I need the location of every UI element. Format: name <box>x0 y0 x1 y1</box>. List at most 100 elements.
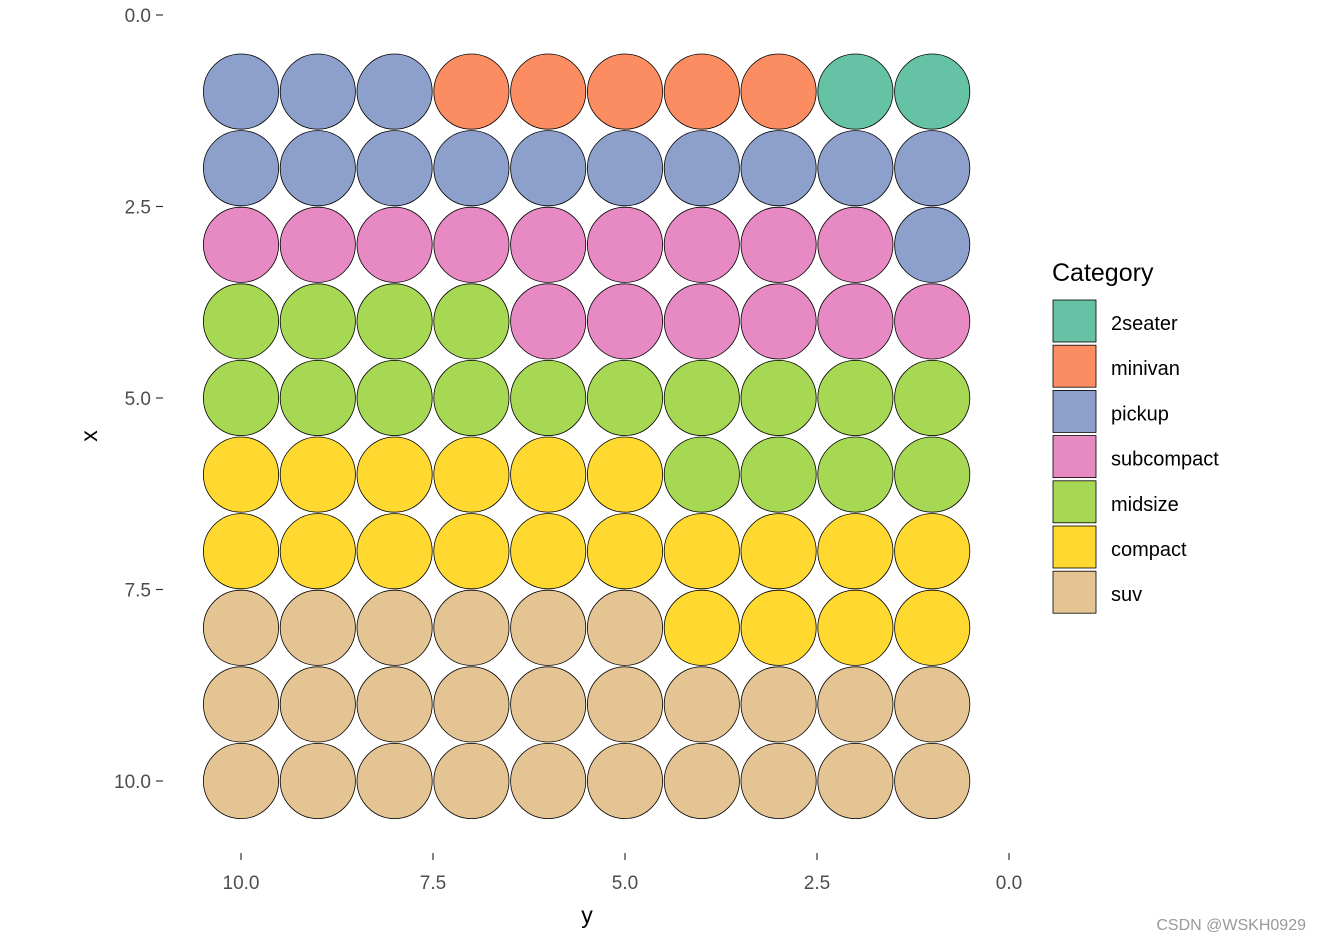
point-suv <box>202 589 279 666</box>
point-pickup <box>663 130 740 207</box>
point-pickup <box>279 53 356 130</box>
point-subcompact <box>510 206 587 283</box>
x-tick-label: 10.0 <box>223 873 260 894</box>
point-suv <box>894 743 971 820</box>
point-suv <box>663 666 740 743</box>
point-pickup <box>279 130 356 207</box>
point-compact <box>663 589 740 666</box>
point-subcompact <box>740 206 817 283</box>
point-midsize <box>587 359 664 436</box>
point-midsize <box>740 359 817 436</box>
point-compact <box>279 513 356 590</box>
x-tick-label: 2.5 <box>804 873 830 894</box>
point-subcompact <box>356 206 433 283</box>
point-suv <box>356 743 433 820</box>
legend-key-2seater <box>1052 299 1097 343</box>
legend-key-midsize <box>1052 480 1097 524</box>
point-midsize <box>279 283 356 360</box>
legend-label-2seater: 2seater <box>1111 313 1178 335</box>
legend-title: Category <box>1052 259 1154 287</box>
point-suv <box>510 666 587 743</box>
point-compact <box>433 436 510 513</box>
point-subcompact <box>587 283 664 360</box>
point-compact <box>202 436 279 513</box>
point-compact <box>894 513 971 590</box>
point-subcompact <box>433 206 510 283</box>
point-suv <box>356 589 433 666</box>
x-axis-ticks: 10.0 7.5 5.0 2.5 0.0 <box>223 853 1022 894</box>
point-compact <box>663 513 740 590</box>
point-suv <box>587 666 664 743</box>
point-suv <box>202 666 279 743</box>
point-compact <box>202 513 279 590</box>
y-tick-label: 10.0 <box>114 772 151 793</box>
point-compact <box>587 436 664 513</box>
point-minivan <box>663 53 740 130</box>
point-suv <box>433 743 510 820</box>
watermark: CSDN @WSKH0929 <box>1156 917 1306 934</box>
point-midsize <box>740 436 817 513</box>
point-subcompact <box>817 206 894 283</box>
point-compact <box>510 436 587 513</box>
point-suv <box>587 743 664 820</box>
legend: Category 2seater minivan pickup subcompact m… <box>1052 259 1219 614</box>
point-pickup <box>894 206 971 283</box>
legend-key-minivan <box>1052 344 1097 388</box>
point-compact <box>279 436 356 513</box>
point-suv <box>817 666 894 743</box>
point-subcompact <box>817 283 894 360</box>
point-midsize <box>433 283 510 360</box>
point-midsize <box>663 436 740 513</box>
point-suv <box>279 589 356 666</box>
point-minivan <box>740 53 817 130</box>
legend-label-minivan: minivan <box>1111 358 1180 380</box>
legend-key-pickup <box>1052 389 1097 433</box>
point-subcompact <box>894 283 971 360</box>
point-midsize <box>356 359 433 436</box>
point-suv <box>202 743 279 820</box>
y-tick-label: 2.5 <box>125 198 151 219</box>
point-suv <box>433 589 510 666</box>
point-minivan <box>510 53 587 130</box>
point-subcompact <box>663 206 740 283</box>
point-minivan <box>433 53 510 130</box>
point-pickup <box>356 53 433 130</box>
point-subcompact <box>740 283 817 360</box>
legend-key-subcompact <box>1052 435 1097 479</box>
point-pickup <box>817 130 894 207</box>
point-suv <box>279 666 356 743</box>
point-midsize <box>202 359 279 436</box>
point-suv <box>587 589 664 666</box>
legend-key-compact <box>1052 525 1097 569</box>
legend-key-suv <box>1052 570 1097 614</box>
point-pickup <box>740 130 817 207</box>
point-compact <box>433 513 510 590</box>
point-midsize <box>894 436 971 513</box>
point-compact <box>510 513 587 590</box>
x-axis-title: y <box>581 902 593 928</box>
point-midsize <box>279 359 356 436</box>
point-compact <box>356 436 433 513</box>
y-tick-label: 0.0 <box>125 6 151 27</box>
point-suv <box>894 666 971 743</box>
point-pickup <box>510 130 587 207</box>
point-subcompact <box>202 206 279 283</box>
point-suv <box>433 666 510 743</box>
y-tick-label: 7.5 <box>125 581 151 602</box>
point-pickup <box>202 130 279 207</box>
point-pickup <box>587 130 664 207</box>
legend-label-pickup: pickup <box>1111 403 1169 425</box>
y-axis-ticks: 0.0 2.5 5.0 7.5 10.0 <box>114 6 163 793</box>
point-midsize <box>433 359 510 436</box>
point-subcompact <box>279 206 356 283</box>
y-tick-label: 5.0 <box>125 389 151 410</box>
point-compact <box>740 589 817 666</box>
point-pickup <box>433 130 510 207</box>
point-compact <box>817 589 894 666</box>
legend-label-suv: suv <box>1111 584 1142 606</box>
point-subcompact <box>587 206 664 283</box>
point-minivan <box>587 53 664 130</box>
point-midsize <box>510 359 587 436</box>
point-suv <box>740 666 817 743</box>
